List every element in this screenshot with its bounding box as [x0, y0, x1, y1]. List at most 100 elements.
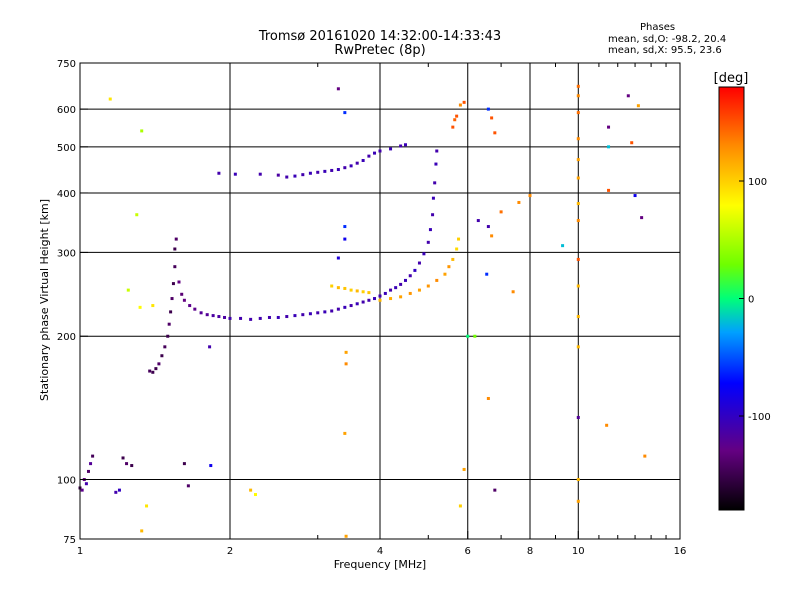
data-point	[148, 369, 152, 373]
data-point	[285, 175, 289, 179]
data-point	[167, 322, 171, 326]
data-point	[89, 462, 93, 466]
data-point	[157, 362, 161, 366]
data-point	[276, 173, 280, 177]
y-tick-label: 75	[63, 535, 76, 546]
data-point	[253, 493, 257, 497]
y-axis: 75 100 200 300 400 500 600 750	[57, 59, 88, 546]
data-point	[576, 84, 580, 88]
data-point	[355, 302, 359, 306]
data-point	[258, 316, 262, 320]
y-axis-label: Stationary phase Virtual Height [km]	[38, 199, 51, 401]
data-point	[403, 278, 407, 282]
data-point	[389, 288, 393, 292]
data-point	[640, 216, 644, 220]
x-axis-label: Frequency [MHz]	[334, 558, 426, 571]
data-point	[361, 290, 365, 294]
colorbar-tick-label: 0	[748, 295, 754, 306]
data-point	[490, 116, 494, 120]
data-point	[458, 103, 462, 107]
data-point	[576, 315, 580, 319]
x-tick-label: 6	[465, 546, 471, 557]
x-tick-label: 1	[77, 546, 83, 557]
data-point	[336, 256, 340, 260]
data-point	[330, 309, 334, 313]
data-point	[343, 225, 347, 229]
data-point	[84, 482, 88, 486]
data-point	[349, 288, 353, 292]
data-point	[455, 114, 459, 118]
data-point	[431, 196, 435, 200]
data-point	[344, 350, 348, 354]
data-point	[453, 118, 457, 122]
data-point	[373, 297, 377, 301]
data-point	[349, 304, 353, 308]
data-point	[576, 219, 580, 223]
data-point	[576, 111, 580, 115]
data-point	[154, 367, 158, 371]
x-tick-label: 2	[227, 546, 233, 557]
data-point	[336, 307, 340, 311]
data-point	[493, 131, 497, 135]
data-point	[173, 265, 177, 269]
data-point	[373, 151, 377, 155]
data-point	[323, 310, 327, 314]
data-point	[422, 252, 426, 256]
data-point	[126, 288, 130, 292]
x-tick-label: 8	[527, 546, 533, 557]
data-point	[173, 247, 177, 251]
data-point	[428, 228, 432, 232]
data-point	[403, 143, 407, 147]
x-tick-label: 16	[674, 546, 687, 557]
data-point	[643, 454, 647, 458]
data-point	[378, 294, 382, 298]
data-point	[166, 334, 170, 338]
data-point	[336, 286, 340, 290]
data-point	[607, 125, 611, 129]
data-point	[344, 534, 348, 538]
data-point	[349, 164, 353, 168]
data-point	[355, 161, 359, 165]
data-point	[389, 147, 393, 151]
data-point	[344, 362, 348, 366]
data-point	[343, 286, 347, 290]
data-point	[426, 240, 430, 244]
data-point	[217, 171, 221, 175]
data-point	[361, 158, 365, 162]
data-point	[576, 478, 580, 482]
data-point	[301, 173, 305, 177]
data-point	[435, 278, 439, 282]
data-point	[434, 162, 438, 166]
data-point	[336, 87, 340, 91]
data-point	[367, 298, 371, 302]
colorbar-label: [deg]	[714, 71, 749, 86]
data-point	[607, 145, 611, 149]
data-point	[343, 305, 347, 309]
data-point	[576, 158, 580, 162]
data-point	[447, 265, 451, 269]
data-point	[188, 304, 192, 308]
data-point	[476, 219, 480, 223]
data-point	[576, 415, 580, 419]
y-tick-label: 300	[57, 248, 76, 259]
data-point	[378, 149, 382, 153]
data-point	[151, 370, 155, 374]
data-point	[267, 315, 271, 319]
y-tick-label: 200	[57, 332, 76, 343]
data-point	[199, 311, 203, 315]
data-point	[217, 315, 221, 319]
colorbar-tick-label: -100	[748, 412, 771, 423]
data-point	[633, 194, 637, 198]
data-point	[308, 171, 312, 175]
data-point	[177, 280, 181, 284]
data-point	[485, 272, 489, 276]
data-point	[316, 311, 320, 315]
data-point	[413, 268, 417, 272]
data-point	[114, 490, 118, 494]
data-point	[323, 169, 327, 173]
data-point	[630, 141, 634, 145]
data-point	[517, 200, 521, 204]
data-point	[249, 317, 253, 321]
data-point	[276, 315, 280, 319]
x-tick-label: 4	[377, 546, 383, 557]
